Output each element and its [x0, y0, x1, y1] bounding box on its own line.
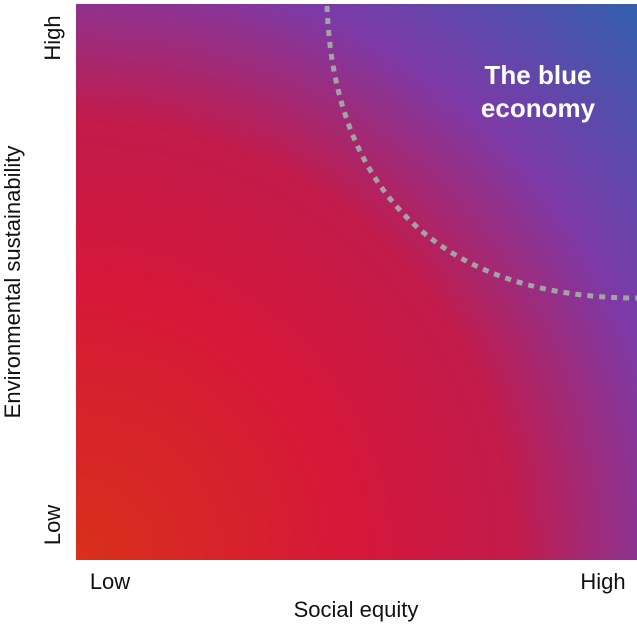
y-axis-label: Environmental sustainability	[0, 146, 25, 419]
x-low-label: Low	[90, 569, 130, 594]
x-axis-label: Social equity	[294, 597, 419, 622]
x-high-label: High	[580, 569, 625, 594]
y-low-label: Low	[40, 505, 65, 545]
gradient-field	[76, 4, 637, 560]
boundary-curve	[324, 5, 637, 301]
annotation-line: The blue	[485, 60, 592, 90]
y-high-label: High	[40, 15, 65, 60]
annotation-line: economy	[481, 93, 596, 123]
